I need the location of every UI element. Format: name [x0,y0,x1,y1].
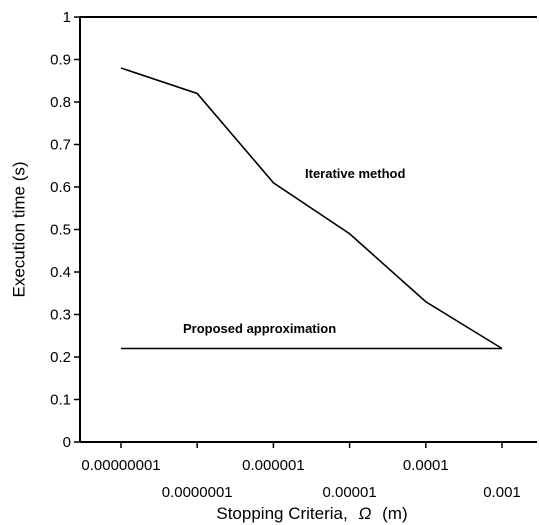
y-axis-ticks: 0 0.1 0.2 0.3 0.4 0.5 0.6 0.7 0.8 0.9 1 [50,9,80,451]
x-tick-label: 0.001 [483,484,521,501]
y-axis-title: Execution time (s) [9,161,28,297]
y-tick-label: 0.7 [50,137,71,154]
x-tick-label: 0.0000001 [162,484,233,501]
y-tick-label: 0.1 [50,392,71,409]
x-axis-title-symbol: Ω [358,504,371,523]
series-annotation: Iterative method [305,166,405,181]
x-axis-title: Stopping Criteria, Ω (m) [216,504,407,523]
x-tick-label: 0.0001 [403,457,449,474]
series-layer [121,68,502,349]
y-tick-label: 1 [63,9,71,26]
y-tick-label: 0.6 [50,179,71,196]
x-tick-label: 0.000001 [242,457,305,474]
y-tick-label: 0.8 [50,94,71,111]
y-tick-label: 0 [63,434,71,451]
y-tick-label: 0.5 [50,222,71,239]
y-tick-label: 0.2 [50,349,71,366]
y-tick-label: 0.9 [50,52,71,69]
annotation-layer: Iterative method Proposed approximation [183,166,405,336]
x-tick-label: 0.00000001 [81,457,160,474]
x-axis-title-text: Stopping Criteria, [216,504,347,523]
y-tick-label: 0.4 [50,264,71,281]
x-axis-title-unit: (m) [382,504,407,523]
series-annotation: Proposed approximation [183,321,336,336]
x-tick-label: 0.00001 [322,484,376,501]
series-line-0 [121,68,502,349]
y-tick-label: 0.3 [50,307,71,324]
